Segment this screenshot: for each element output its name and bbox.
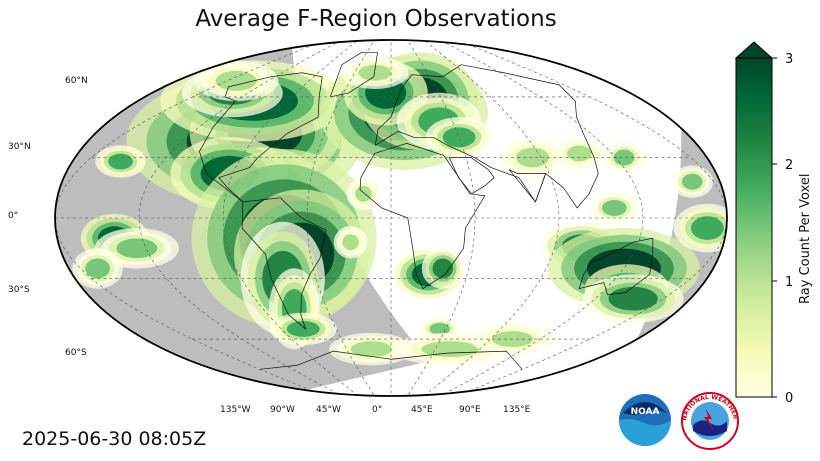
meridian-line: [222, 40, 363, 396]
coastline: [329, 52, 378, 98]
lon-label-90e: 90°E: [459, 405, 481, 415]
meridian-line: [306, 40, 378, 396]
observation-cell: [342, 234, 359, 251]
noaa-logo-text: NOAA: [631, 407, 660, 417]
coastline: [359, 142, 486, 290]
lon-label-135e: 135°E: [503, 405, 531, 415]
observation-cell: [355, 185, 372, 202]
meridian-line: [55, 40, 335, 396]
colorbar-tick-3: 3: [785, 52, 793, 67]
graticule: [55, 40, 727, 396]
meridian-line: [138, 40, 349, 396]
observation-cell: [432, 258, 454, 279]
meridian-line: [404, 40, 476, 396]
latitude-labels: 60°N 30°N 0° 30°S 60°S: [8, 76, 88, 358]
colorbar-body: [735, 57, 773, 398]
observation-cell: [421, 341, 479, 358]
observation-cell: [358, 64, 392, 81]
observation-cell: [429, 323, 451, 335]
colorbar-extend-arrow: [734, 41, 774, 59]
meridian-line: [447, 40, 727, 396]
lat-label-60s: 60°S: [65, 348, 87, 358]
lat-label-30n: 30°N: [8, 142, 31, 152]
observation-cell: [567, 145, 592, 162]
noaa-logo: NOAA: [619, 394, 671, 446]
observation-cell: [215, 70, 257, 91]
lat-label-0: 0°: [8, 211, 18, 221]
observation-cell: [516, 147, 549, 168]
observation-cell: [286, 321, 320, 337]
nws-logo: NATIONAL WEATHER SERVICE: [680, 391, 739, 450]
coastline: [259, 350, 523, 370]
observation-cell: [613, 149, 635, 166]
observation-density-layer: [72, 52, 727, 366]
coastlines: [199, 52, 654, 370]
timestamp: 2025-06-30 08:05Z: [22, 428, 207, 450]
observation-cell: [690, 216, 724, 240]
observation-cell: [442, 127, 476, 148]
observation-cell: [108, 153, 133, 170]
colorbar-ticks: [772, 57, 777, 398]
lon-label-0: 0°: [372, 405, 382, 415]
lat-label-60n: 60°N: [65, 76, 88, 86]
lon-label-45w: 45°W: [316, 405, 341, 415]
longitude-labels: 135°W 90°W 45°W 0° 45°E 90°E 135°E: [220, 405, 531, 415]
lon-label-90w: 90°W: [270, 405, 295, 415]
coastline: [448, 157, 495, 195]
meridian-line: [433, 40, 644, 396]
observation-cell: [608, 286, 658, 311]
colorbar: 0 1 2 3 Ray Count Per Voxel: [734, 41, 813, 406]
coastline: [241, 197, 327, 331]
observation-cell: [85, 258, 110, 279]
map-boundary: [54, 39, 728, 397]
coastline: [374, 64, 599, 209]
coastline: [199, 72, 323, 203]
lon-label-45e: 45°E: [411, 405, 433, 415]
map-title: Average F-Region Observations: [195, 6, 557, 32]
colorbar-tick-2: 2: [785, 158, 793, 173]
meridian-line: [419, 40, 560, 396]
colorbar-label: Ray Count Per Voxel: [798, 174, 813, 304]
observation-cell: [681, 173, 703, 190]
coastline: [578, 237, 654, 296]
world-map: 60°N 30°N 0° 30°S 60°S 135°W 90°W 45°W 0…: [8, 39, 728, 415]
observation-cell: [116, 238, 158, 259]
colorbar-tick-1: 1: [785, 275, 793, 290]
lat-label-30s: 30°S: [8, 285, 30, 295]
colorbar-tick-0: 0: [785, 391, 793, 406]
lon-label-135w: 135°W: [220, 405, 251, 415]
coastline: [508, 169, 547, 203]
map-content: [55, 40, 727, 396]
observation-cell: [601, 200, 627, 216]
observation-cell: [350, 341, 392, 358]
